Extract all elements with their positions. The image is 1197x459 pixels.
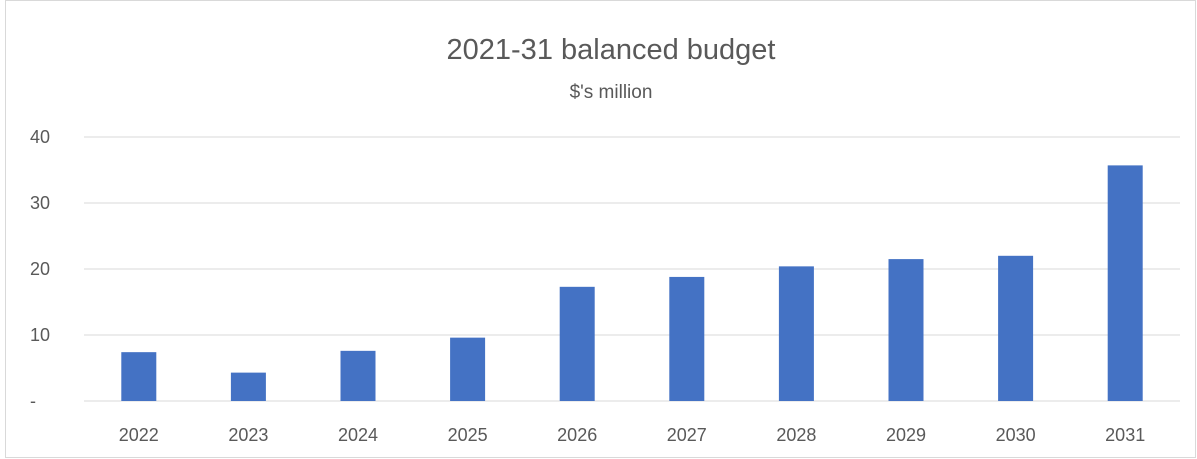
- bar-2024: [340, 350, 376, 401]
- chart-frame: 2021-31 balanced budget $'s million - 10 2…: [5, 0, 1196, 458]
- bar-2027: [669, 276, 705, 401]
- x-tick-label: 2031: [1105, 425, 1145, 445]
- gridlines: [84, 136, 1180, 402]
- bar-2025: [450, 337, 486, 401]
- bars: [121, 165, 1143, 401]
- chart-subtitle: $'s million: [570, 82, 653, 103]
- bar-chart: 2021-31 balanced budget $'s million - 10 2…: [30, 34, 1180, 445]
- y-tick-label: 40: [30, 127, 50, 147]
- y-tick-label: 20: [30, 259, 50, 279]
- x-tick-label: 2023: [228, 425, 268, 445]
- x-tick-label: 2026: [557, 425, 597, 445]
- x-tick-label: 2024: [338, 425, 378, 445]
- y-tick-label: 30: [30, 193, 50, 213]
- x-axis-ticks: 2022 2023 2024 2025 2026 2027 2028 2029 2030 2031: [119, 425, 1145, 445]
- y-axis-ticks: - 10 20 30 40: [30, 127, 50, 411]
- chart-title: 2021-31 balanced budget: [447, 34, 776, 66]
- y-tick-label: -: [30, 391, 36, 411]
- bar-2031: [1107, 165, 1143, 401]
- x-tick-label: 2030: [996, 425, 1036, 445]
- bar-2028: [778, 266, 814, 401]
- x-tick-label: 2022: [119, 425, 159, 445]
- x-tick-label: 2025: [448, 425, 488, 445]
- x-tick-label: 2029: [886, 425, 926, 445]
- bar-2030: [998, 255, 1034, 401]
- y-tick-label: 10: [30, 325, 50, 345]
- bar-2022: [121, 352, 157, 401]
- bar-2026: [559, 286, 595, 401]
- x-tick-label: 2028: [776, 425, 816, 445]
- bar-2023: [230, 372, 266, 401]
- x-tick-label: 2027: [667, 425, 707, 445]
- bar-2029: [888, 259, 924, 401]
